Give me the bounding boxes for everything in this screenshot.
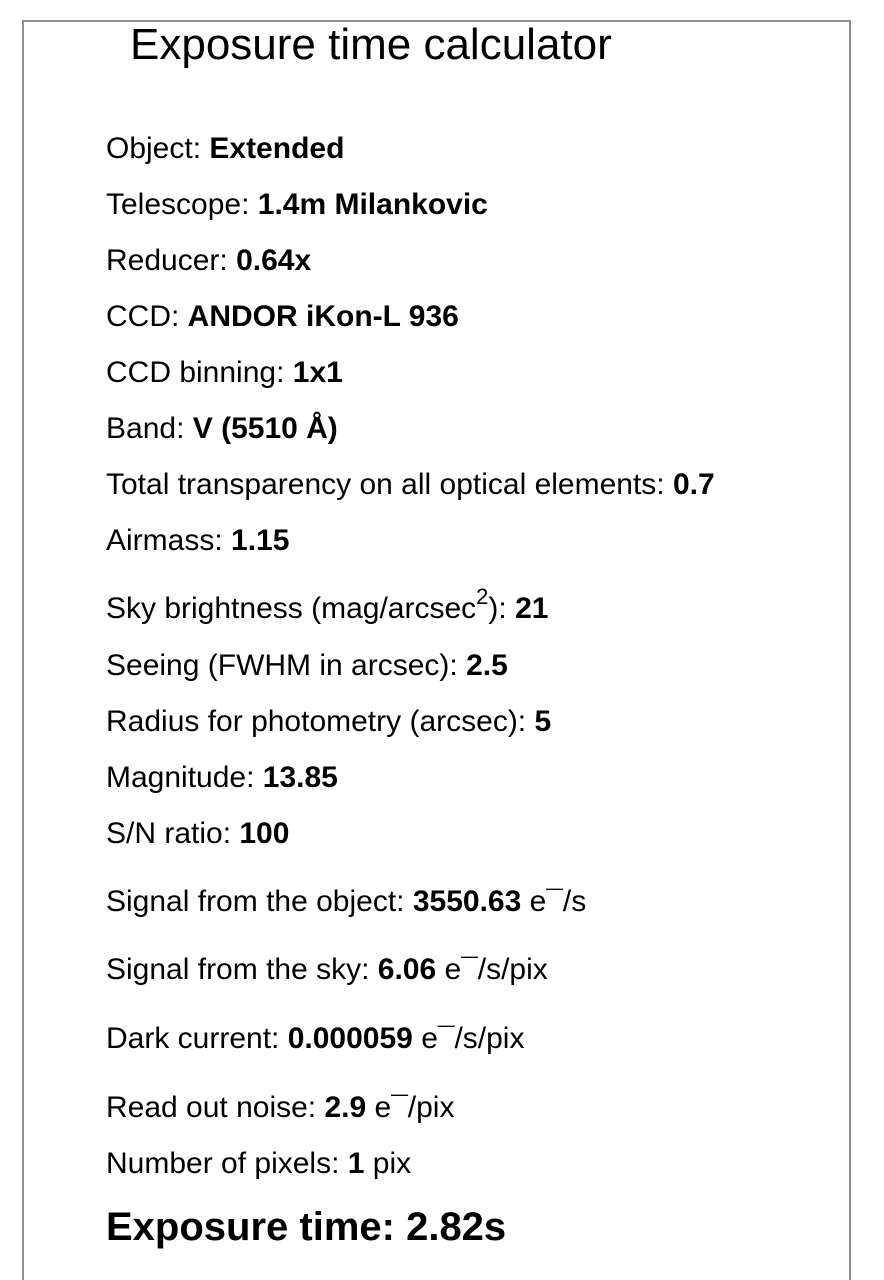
param-radius: Radius for photometry (arcsec): 5: [106, 704, 551, 740]
param-band: Band: V (5510 Å): [106, 411, 338, 447]
param-value: 100: [239, 817, 290, 850]
signal-label: Dark current:: [106, 1022, 288, 1055]
signal-unit: e¯/pix: [366, 1091, 455, 1124]
result-value: 2.82s: [406, 1205, 507, 1249]
signal-value: 1: [347, 1147, 365, 1180]
param-label: Sky brightness (mag/arcsec: [106, 592, 477, 625]
param-object: Object: Extended: [106, 131, 344, 167]
signal-unit: pix: [364, 1147, 412, 1180]
param-label-suffix: ):: [488, 592, 516, 625]
signal-label: Read out noise:: [106, 1091, 325, 1124]
param-telescope: Telescope: 1.4m Milankovic: [106, 187, 488, 223]
exposure-time-result: Exposure time: 2.82s: [106, 1202, 506, 1252]
param-value: 1x1: [292, 356, 343, 389]
calculator-fieldset: Exposure time calculator: [22, 20, 851, 1280]
param-sky-brightness: Sky brightness (mag/arcsec2): 21: [106, 584, 549, 629]
param-label: Total transparency on all optical elemen…: [106, 468, 673, 501]
signal-dark-current: Dark current: 0.000059 e¯/s/pix: [106, 1021, 524, 1057]
param-value: 0.64x: [236, 244, 312, 277]
param-value: ANDOR iKon-L 936: [187, 300, 459, 333]
param-label: Object:: [106, 132, 210, 165]
param-label: CCD binning:: [106, 356, 293, 389]
param-reducer: Reducer: 0.64x: [106, 243, 311, 279]
signal-label: Signal from the object:: [106, 885, 413, 918]
param-value: Extended: [209, 132, 345, 165]
param-sn-ratio: S/N ratio: 100: [106, 816, 289, 852]
param-value: 13.85: [262, 761, 338, 794]
param-label: Radius for photometry (arcsec):: [106, 705, 535, 738]
signal-value: 2.9: [324, 1091, 367, 1124]
param-label: S/N ratio:: [106, 817, 240, 850]
signal-label: Signal from the sky:: [106, 953, 378, 986]
param-value: 0.7: [672, 468, 715, 501]
param-ccd-binning: CCD binning: 1x1: [106, 355, 343, 391]
param-label-superscript: 2: [476, 584, 489, 609]
signal-object: Signal from the object: 3550.63 e¯/s: [106, 884, 586, 920]
param-label: Telescope:: [106, 188, 258, 221]
param-label: Reducer:: [106, 244, 237, 277]
param-label: Seeing (FWHM in arcsec):: [106, 649, 467, 682]
signal-number-of-pixels: Number of pixels: 1 pix: [106, 1146, 411, 1182]
param-label: Airmass:: [106, 524, 232, 557]
signal-unit: e¯/s/pix: [412, 1022, 525, 1055]
result-label: Exposure time:: [106, 1205, 407, 1249]
signal-unit: e¯/s: [521, 885, 587, 918]
param-value: 1.15: [231, 524, 290, 557]
param-transparency: Total transparency on all optical elemen…: [106, 467, 715, 503]
param-value: 5: [534, 705, 552, 738]
signal-value: 6.06: [377, 953, 437, 986]
signal-value: 3550.63: [412, 885, 522, 918]
signal-value: 0.000059: [287, 1022, 413, 1055]
param-airmass: Airmass: 1.15: [106, 523, 289, 559]
param-value: 1.4m Milankovic: [257, 188, 488, 221]
param-value: 21: [515, 592, 549, 625]
param-magnitude: Magnitude: 13.85: [106, 760, 338, 796]
param-label: CCD:: [106, 300, 188, 333]
param-ccd: CCD: ANDOR iKon-L 936: [106, 299, 459, 335]
param-value: V (5510 Å): [192, 412, 338, 445]
param-seeing: Seeing (FWHM in arcsec): 2.5: [106, 648, 508, 684]
calculator-title: Exposure time calculator: [124, 22, 618, 68]
signal-unit: e¯/s/pix: [436, 953, 548, 986]
signal-read-out-noise: Read out noise: 2.9 e¯/pix: [106, 1090, 454, 1126]
param-label: Magnitude:: [106, 761, 263, 794]
signal-label: Number of pixels:: [106, 1147, 348, 1180]
param-label: Band:: [106, 412, 193, 445]
param-value: 2.5: [466, 649, 508, 682]
signal-sky: Signal from the sky: 6.06 e¯/s/pix: [106, 952, 548, 988]
